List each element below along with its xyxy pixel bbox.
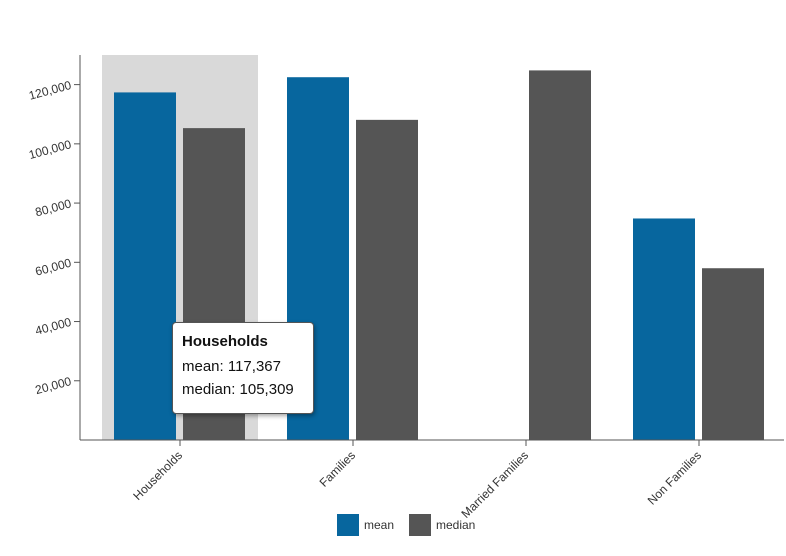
x-tick-label-married-families: Married Families bbox=[459, 448, 532, 521]
tooltip-title: Households bbox=[182, 333, 268, 350]
y-tick-label: 20,000 bbox=[34, 374, 73, 397]
y-tick-label: 120,000 bbox=[27, 78, 73, 103]
bar-mean-households[interactable] bbox=[114, 92, 176, 440]
bar-median-families[interactable] bbox=[356, 119, 418, 440]
bar-median-married-families[interactable] bbox=[529, 70, 591, 441]
tooltip-median: median: 105,309 bbox=[182, 381, 294, 398]
x-tick-label-families: Families bbox=[317, 448, 358, 489]
y-tick-label: 40,000 bbox=[34, 315, 73, 338]
y-tick-label: 100,000 bbox=[27, 137, 73, 162]
bar-mean-non-families[interactable] bbox=[633, 218, 695, 440]
bars-group bbox=[114, 70, 764, 441]
legend-label-median[interactable]: median bbox=[436, 518, 475, 532]
tooltip-mean: mean: 117,367 bbox=[182, 358, 281, 375]
legend-swatch-median[interactable] bbox=[409, 514, 431, 536]
tooltip: Households mean: 117,367 median: 105,309 bbox=[172, 322, 314, 414]
y-axis-ticks: 20,000 40,000 60,000 80,000 100,000 120,000 bbox=[27, 78, 80, 397]
legend-label-mean[interactable]: mean bbox=[364, 518, 394, 532]
y-tick-label: 60,000 bbox=[34, 256, 73, 279]
y-tick-label: 80,000 bbox=[34, 196, 73, 219]
bar-median-non-families[interactable] bbox=[702, 268, 764, 440]
x-tick-label-non-families: Non Families bbox=[645, 448, 704, 507]
x-tick-label-households: Households bbox=[130, 448, 185, 503]
legend-swatch-mean[interactable] bbox=[337, 514, 359, 536]
x-axis-ticks: Households Families Married Families Non Fa… bbox=[130, 440, 704, 521]
legend: mean median bbox=[337, 514, 475, 536]
